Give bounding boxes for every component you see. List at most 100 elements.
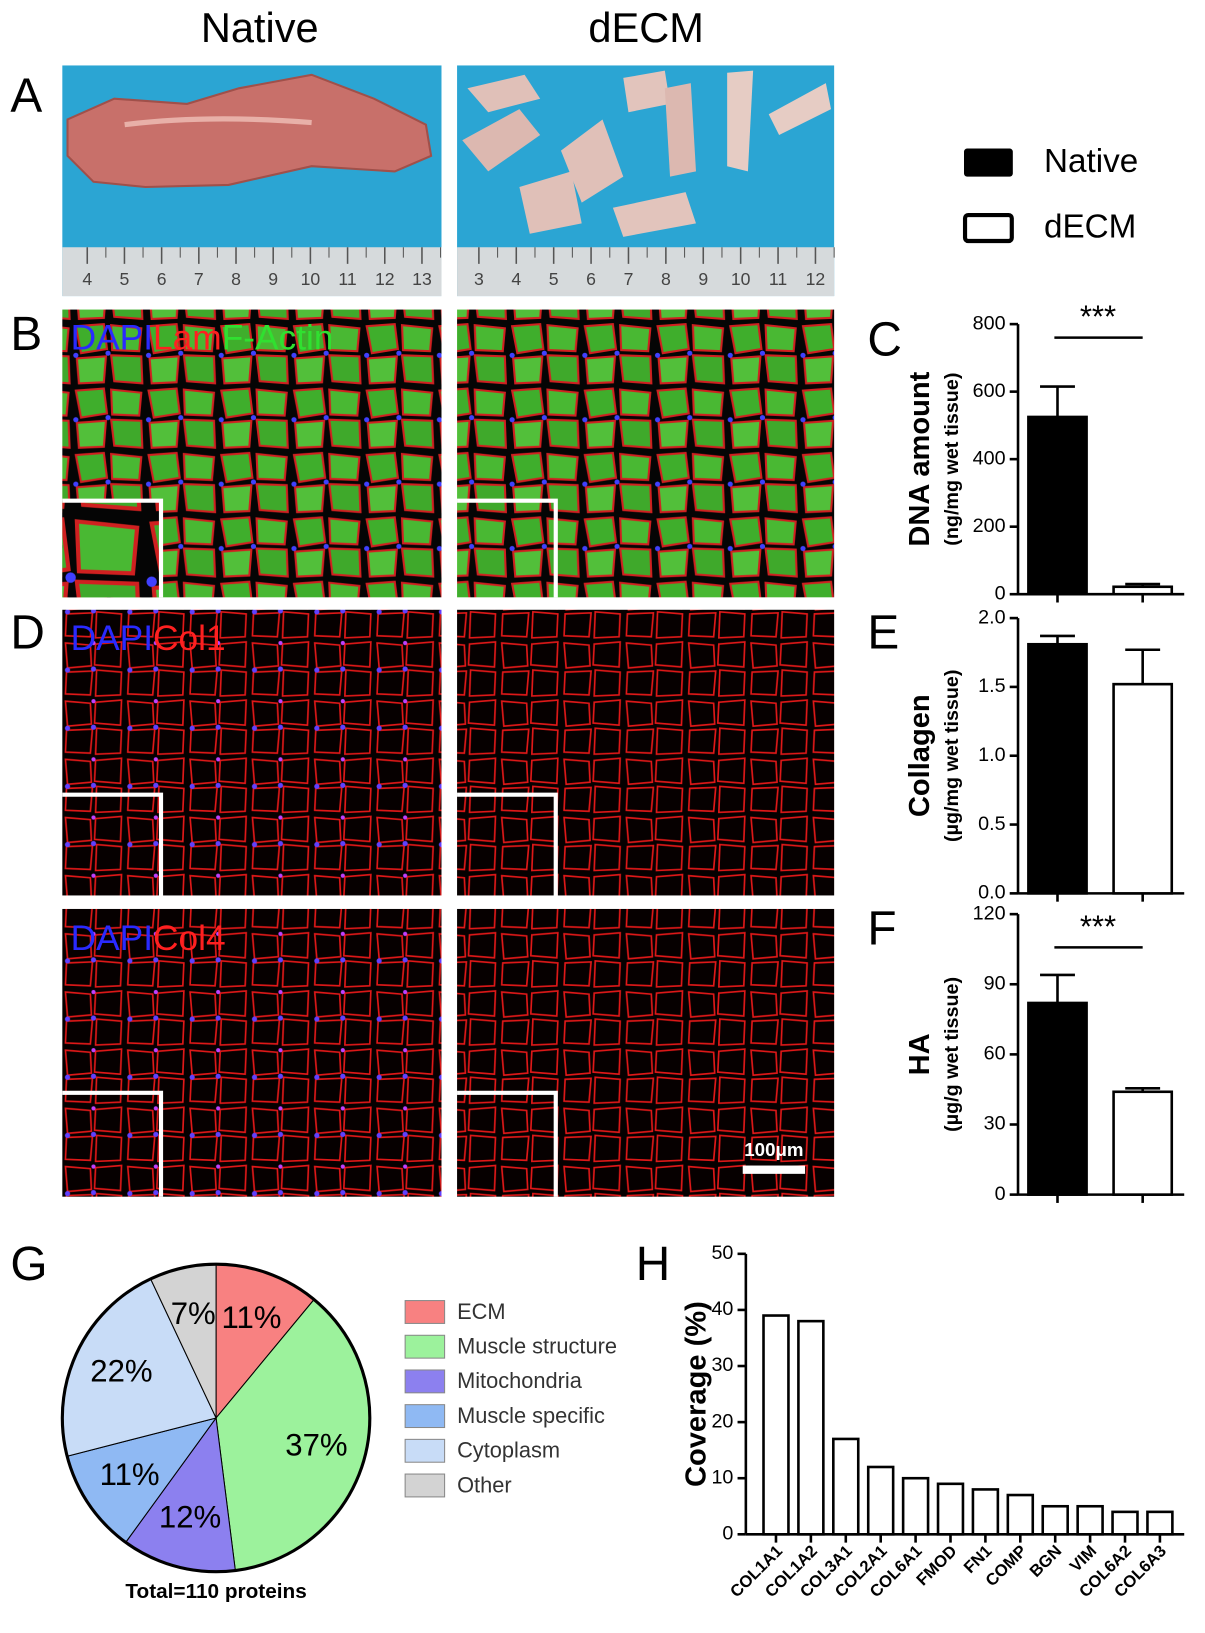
bar	[832, 1437, 860, 1536]
legend-swatch	[404, 1473, 446, 1498]
y-tick-label: 800	[973, 312, 1006, 334]
y-axis-sublabel: (ng/mg wet tissue)	[941, 373, 963, 546]
photo-native	[62, 65, 442, 297]
ruler-number: 13	[412, 269, 432, 289]
y-axis-label: Collagen	[904, 694, 936, 817]
y-tick-label: 10	[711, 1466, 733, 1488]
inset-border	[457, 792, 558, 896]
panel-letter: C	[867, 313, 902, 366]
inset-border	[62, 498, 164, 598]
stain: DAPI	[71, 919, 153, 958]
ruler-number: 9	[698, 269, 708, 289]
bar	[971, 1488, 1000, 1536]
y-tick-label: 90	[984, 972, 1006, 994]
y-axis-label: HA	[904, 1033, 936, 1075]
bar	[1112, 1090, 1174, 1196]
x-tick-label: FMOD	[913, 1541, 961, 1589]
ruler	[457, 247, 835, 297]
tissue	[519, 171, 582, 234]
micrograph	[457, 609, 835, 896]
legend-swatch	[404, 1369, 446, 1394]
y-tick-label: 40	[711, 1298, 733, 1320]
ruler-number: 11	[769, 269, 787, 289]
panel-letter: H	[636, 1238, 671, 1291]
y-tick-label: 400	[973, 447, 1006, 469]
scale-bar-label: 100μm	[744, 1139, 803, 1160]
pie-caption: Total=110 proteins	[125, 1580, 306, 1603]
stain: Col1	[153, 619, 226, 658]
legend-swatch	[404, 1438, 446, 1463]
stain-label: DAPICol4	[71, 919, 226, 958]
tissue	[727, 70, 754, 172]
y-tick-label: 20	[711, 1410, 733, 1432]
stain: DAPI	[71, 619, 153, 658]
ruler-number: 10	[301, 269, 321, 289]
micrograph	[62, 609, 442, 896]
pie-label: 11%	[100, 1457, 160, 1492]
bar	[901, 1476, 930, 1536]
tissue	[462, 109, 541, 172]
bar	[1041, 1504, 1069, 1536]
ruler-number: 12	[375, 269, 395, 289]
y-tick-label: 0	[995, 1183, 1006, 1205]
ruler-number: 9	[268, 269, 278, 289]
tissue	[560, 119, 624, 203]
stain: Lam	[153, 319, 222, 358]
ruler	[62, 247, 442, 297]
ruler-number: 5	[120, 269, 130, 289]
legend-label: Cytoplasm	[457, 1438, 560, 1463]
y-axis-sublabel: (µg/mg wet tissue)	[941, 670, 963, 842]
bar	[1111, 1510, 1139, 1536]
panel-letter: E	[867, 606, 899, 659]
stain: Col4	[153, 919, 226, 958]
legend-label: ECM	[457, 1299, 505, 1324]
ruler-number: 12	[806, 269, 826, 289]
legend-label: dECM	[1044, 208, 1136, 245]
y-axis-sublabel: (µg/g wet tissue)	[941, 977, 963, 1132]
ruler-number: 10	[731, 269, 751, 289]
y-tick-label: 50	[711, 1242, 733, 1264]
insets	[62, 498, 558, 1197]
y-tick-label: 200	[973, 515, 1006, 537]
legend-label: Mitochondria	[457, 1368, 583, 1393]
tissue	[612, 192, 696, 237]
y-tick-label: 120	[973, 902, 1006, 924]
photo-decm	[457, 65, 835, 297]
significance: ***	[1080, 909, 1116, 944]
ruler-number: 8	[231, 269, 241, 289]
ruler-number: 4	[511, 269, 521, 289]
stain: DAPI	[71, 319, 153, 358]
bar	[1027, 415, 1088, 596]
stain-label: DAPICol1	[71, 619, 226, 658]
y-tick-label: 30	[711, 1354, 733, 1376]
scale-bar	[742, 1165, 806, 1174]
tissue	[467, 74, 541, 113]
bar	[866, 1465, 895, 1536]
bar	[1006, 1493, 1035, 1536]
bar	[936, 1482, 965, 1536]
y-axis-label: Coverage (%)	[681, 1301, 713, 1487]
bar	[1027, 642, 1088, 895]
micrograph	[457, 908, 835, 1197]
micrograph	[62, 908, 442, 1197]
ruler-number: 6	[157, 269, 167, 289]
ruler-number: 3	[474, 269, 484, 289]
inset-border	[457, 1090, 558, 1197]
ruler-number: 6	[586, 269, 596, 289]
pie-label: 12%	[159, 1499, 221, 1534]
legend-swatch	[404, 1404, 446, 1429]
pie-label: 22%	[90, 1354, 152, 1389]
pie-label: 11%	[221, 1300, 281, 1335]
stain-label: DAPILamF-Actin	[71, 319, 334, 358]
bar	[1112, 585, 1174, 596]
legend-swatch	[964, 148, 1013, 177]
bar	[1146, 1510, 1174, 1536]
legend-swatch	[962, 212, 1014, 244]
tissue	[768, 83, 832, 136]
column-header: Native	[201, 4, 319, 51]
ruler-number: 7	[194, 269, 204, 289]
legend-label: Muscle specific	[457, 1403, 605, 1428]
panel-letter: G	[10, 1238, 47, 1291]
